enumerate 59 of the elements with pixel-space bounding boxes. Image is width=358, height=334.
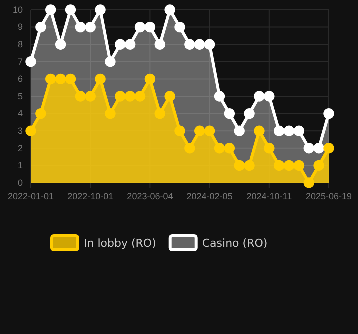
x-tick-label: 2024-02-05 <box>186 191 233 202</box>
point <box>294 160 305 172</box>
point <box>46 4 56 16</box>
point <box>65 74 76 85</box>
y-tick-label: 2 <box>18 143 23 154</box>
legend-label: Casino (RO) <box>202 237 268 250</box>
point <box>174 126 186 136</box>
point <box>204 126 216 136</box>
point <box>36 108 46 120</box>
point <box>234 126 245 136</box>
point <box>55 39 66 50</box>
y-tick-label: 6 <box>18 74 23 84</box>
x-tick-label: 2023-06-04 <box>127 191 174 202</box>
point <box>124 39 136 50</box>
point <box>26 56 36 68</box>
point <box>264 143 275 154</box>
x-tick-label: 2022-01-01 <box>8 191 54 202</box>
point <box>144 74 156 85</box>
point <box>204 39 216 50</box>
y-tick-label: 5 <box>18 91 23 102</box>
point <box>314 143 324 154</box>
point <box>105 56 116 68</box>
y-tick-label: 4 <box>18 108 23 119</box>
point <box>214 91 226 102</box>
x-tick-label: 2025-06-19 <box>306 191 352 202</box>
point <box>254 126 265 136</box>
point <box>95 74 106 85</box>
point <box>184 143 196 154</box>
point <box>65 4 76 16</box>
y-tick-label: 9 <box>18 22 23 32</box>
point <box>174 22 186 33</box>
point <box>224 108 236 120</box>
y-tick-label: 0 <box>18 178 23 188</box>
y-tick-label: 3 <box>18 126 23 136</box>
point <box>244 160 255 172</box>
point <box>105 108 116 120</box>
y-tick-label: 10 <box>12 4 23 15</box>
point <box>294 126 305 136</box>
x-tick-label: 2024-10-11 <box>246 191 292 202</box>
point <box>134 91 146 102</box>
y-tick-label: 1 <box>18 160 23 171</box>
point <box>164 4 176 16</box>
y-tick-label: 7 <box>18 56 23 67</box>
point <box>85 91 96 102</box>
point <box>36 22 46 33</box>
point <box>224 143 236 154</box>
point <box>95 4 106 16</box>
point <box>144 22 156 33</box>
point <box>264 91 275 102</box>
y-tick-label: 8 <box>18 39 23 50</box>
point <box>26 126 36 136</box>
x-tick-label: 2022-10-01 <box>68 191 114 202</box>
point <box>154 39 166 50</box>
legend-label: In lobby (RO) <box>84 237 156 250</box>
point <box>85 22 96 33</box>
point <box>154 108 166 120</box>
point <box>314 160 324 172</box>
point <box>244 108 255 120</box>
point <box>164 91 176 102</box>
